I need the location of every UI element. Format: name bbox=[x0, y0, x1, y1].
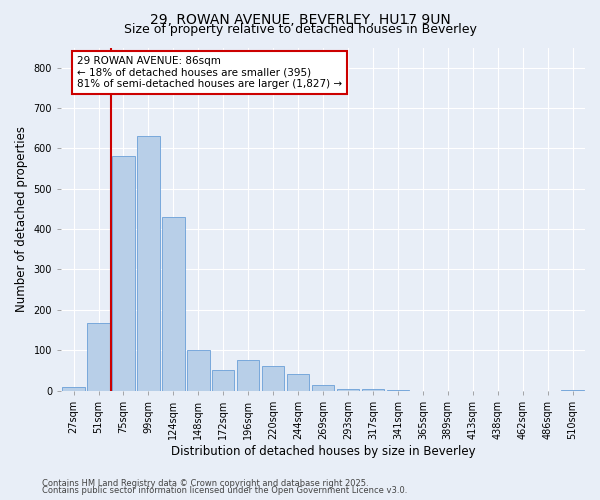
Text: 29 ROWAN AVENUE: 86sqm
← 18% of detached houses are smaller (395)
81% of semi-de: 29 ROWAN AVENUE: 86sqm ← 18% of detached… bbox=[77, 56, 342, 90]
Text: 29, ROWAN AVENUE, BEVERLEY, HU17 9UN: 29, ROWAN AVENUE, BEVERLEY, HU17 9UN bbox=[149, 12, 451, 26]
Text: Contains HM Land Registry data © Crown copyright and database right 2025.: Contains HM Land Registry data © Crown c… bbox=[42, 478, 368, 488]
Y-axis label: Number of detached properties: Number of detached properties bbox=[15, 126, 28, 312]
Bar bbox=[87, 322, 110, 390]
Bar bbox=[187, 350, 209, 391]
Bar bbox=[137, 136, 160, 390]
Bar bbox=[237, 360, 259, 390]
Text: Contains public sector information licensed under the Open Government Licence v3: Contains public sector information licen… bbox=[42, 486, 407, 495]
X-axis label: Distribution of detached houses by size in Beverley: Distribution of detached houses by size … bbox=[171, 444, 475, 458]
Text: Size of property relative to detached houses in Beverley: Size of property relative to detached ho… bbox=[124, 22, 476, 36]
Bar bbox=[312, 385, 334, 390]
Bar bbox=[287, 374, 310, 390]
Bar bbox=[62, 386, 85, 390]
Bar bbox=[112, 156, 134, 390]
Bar bbox=[162, 217, 185, 390]
Bar bbox=[212, 370, 235, 390]
Bar bbox=[262, 366, 284, 390]
